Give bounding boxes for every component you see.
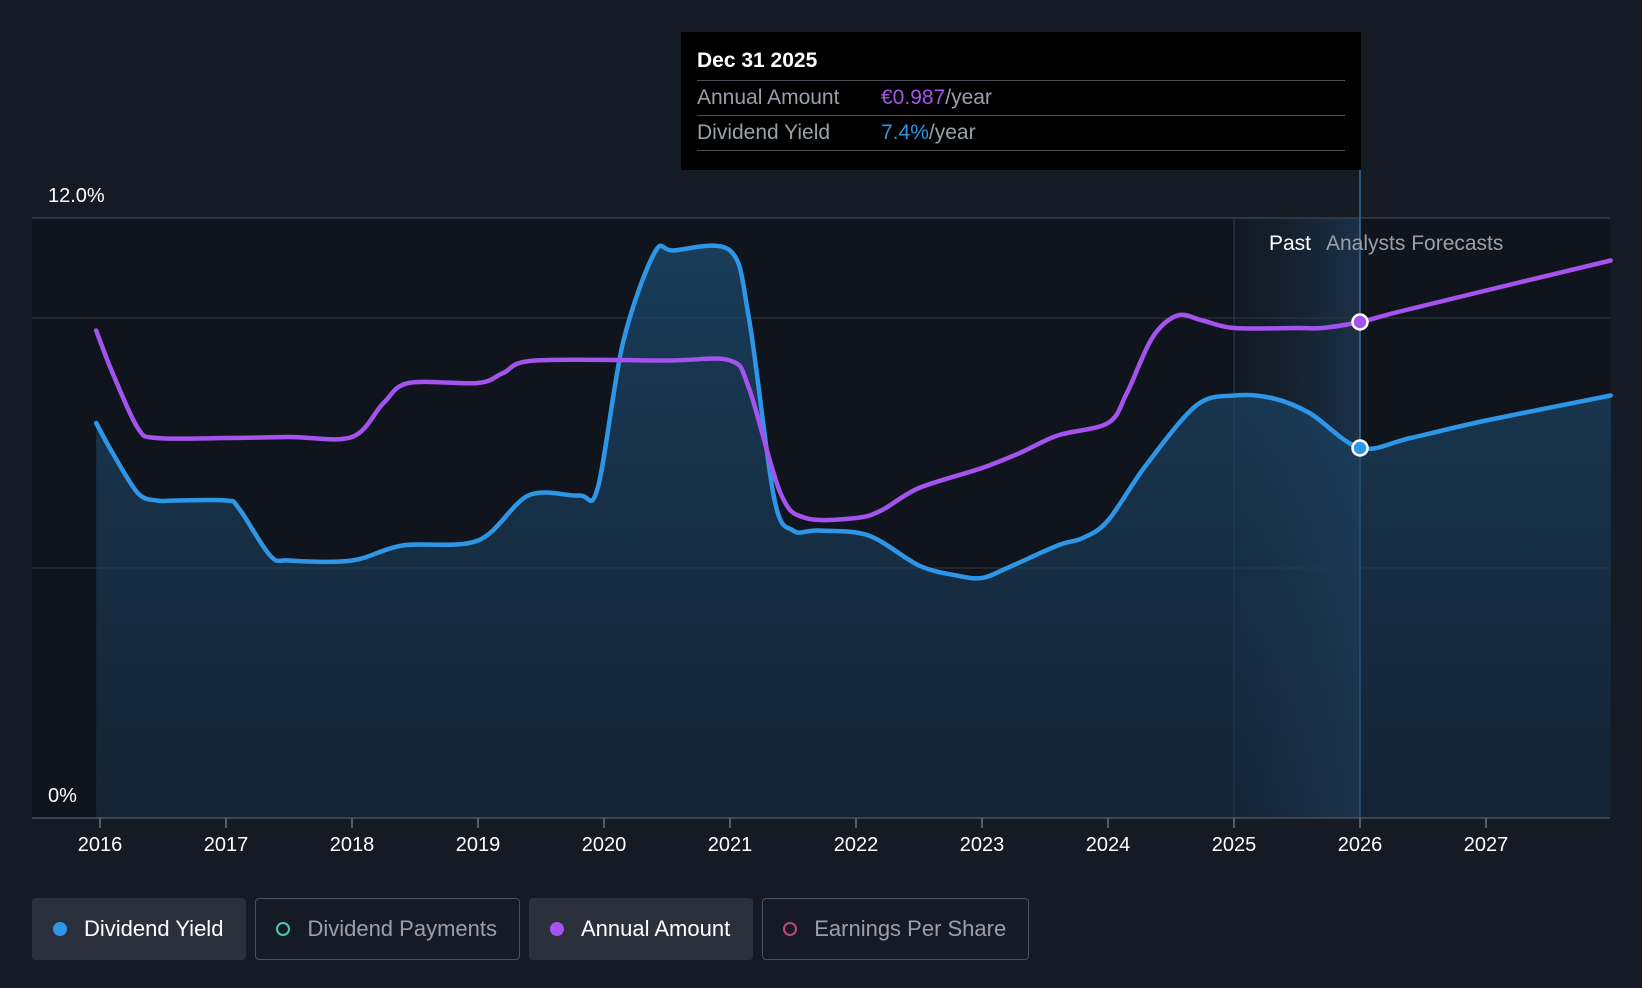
x-tick-label: 2016 bbox=[78, 834, 123, 856]
circle-outline-icon bbox=[276, 922, 291, 936]
x-tick-label: 2020 bbox=[582, 834, 627, 856]
circle-outline-icon bbox=[783, 922, 798, 936]
legend-label: Earnings Per Share bbox=[814, 916, 1007, 941]
tooltip-date: Dec 31 2025 bbox=[697, 46, 1345, 81]
tooltip-row-annual-amount: Annual Amount €0.987 /year bbox=[697, 81, 1345, 116]
annual-amount-marker bbox=[1351, 313, 1369, 331]
x-tick-label: 2022 bbox=[834, 834, 879, 856]
tooltip: Dec 31 2025 Annual Amount €0.987 /year D… bbox=[681, 32, 1361, 170]
dividend-yield-marker bbox=[1351, 439, 1369, 457]
legend: Dividend Yield Dividend Payments Annual … bbox=[32, 898, 1030, 960]
x-tick-label: 2017 bbox=[204, 834, 249, 856]
x-tick-label: 2019 bbox=[456, 834, 501, 856]
dividend-yield-area bbox=[96, 245, 1611, 819]
annual-amount-line bbox=[93, 258, 1613, 523]
legend-label: Dividend Payments bbox=[307, 916, 497, 941]
x-tick-label: 2024 bbox=[1086, 834, 1131, 856]
past-label: Past bbox=[1269, 232, 1311, 255]
tooltip-unit: /year bbox=[945, 86, 992, 109]
tooltip-label: Dividend Yield bbox=[697, 121, 831, 144]
x-tick-label: 2018 bbox=[330, 834, 375, 856]
legend-label: Dividend Yield bbox=[84, 916, 224, 941]
legend-dividend-payments[interactable]: Dividend Payments bbox=[255, 898, 520, 960]
legend-dividend-yield[interactable]: Dividend Yield bbox=[32, 898, 247, 960]
tooltip-label: Annual Amount bbox=[697, 86, 840, 109]
x-tick-label: 2021 bbox=[708, 834, 753, 856]
tooltip-value: €0.987 bbox=[881, 86, 946, 109]
dividend-yield-line bbox=[93, 243, 1613, 581]
y-tick-label-top: 12.0% bbox=[48, 185, 105, 207]
x-tick-label: 2025 bbox=[1212, 834, 1257, 856]
legend-earnings-per-share[interactable]: Earnings Per Share bbox=[762, 898, 1030, 960]
dot-icon bbox=[53, 922, 67, 936]
tooltip-unit: /year bbox=[928, 121, 976, 144]
tooltip-value: 7.4% bbox=[881, 121, 929, 144]
x-tick-label: 2023 bbox=[960, 834, 1005, 856]
forecast-label: Analysts Forecasts bbox=[1326, 232, 1503, 255]
tooltip-row-dividend-yield: Dividend Yield 7.4% /year bbox=[697, 116, 1345, 151]
legend-label: Annual Amount bbox=[580, 916, 731, 941]
legend-annual-amount[interactable]: Annual Amount bbox=[528, 898, 754, 960]
dot-icon bbox=[549, 922, 564, 936]
x-tick-label: 2026 bbox=[1338, 834, 1383, 856]
y-tick-label-bottom: 0% bbox=[48, 785, 77, 807]
x-tick-label: 2027 bbox=[1464, 834, 1509, 856]
